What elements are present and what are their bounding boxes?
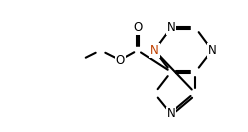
Text: N: N: [150, 44, 159, 57]
Text: O: O: [133, 21, 142, 34]
Text: N: N: [167, 107, 175, 121]
Text: O: O: [116, 54, 125, 67]
Text: N: N: [208, 44, 217, 57]
Text: N: N: [167, 21, 175, 34]
